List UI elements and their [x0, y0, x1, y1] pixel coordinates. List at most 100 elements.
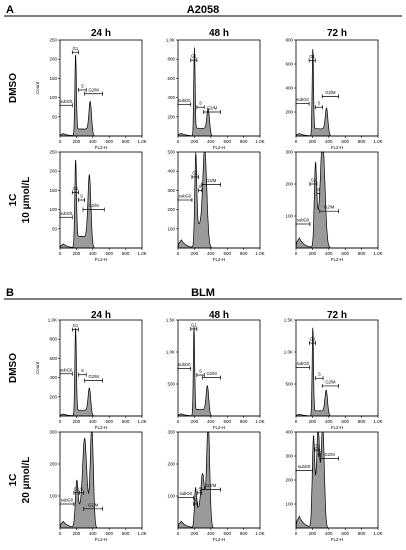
- y-tick-label: 800: [167, 57, 175, 62]
- column-header: 72 h: [327, 310, 347, 321]
- gate-g2m: G2/M: [203, 106, 221, 114]
- y-tick-label: 200: [167, 114, 175, 119]
- gate-label: G2/M: [207, 106, 218, 111]
- x-tick-label: 0: [295, 531, 298, 536]
- gate-label: subG0: [178, 98, 191, 103]
- plot-frame: [59, 151, 143, 249]
- x-tick-label: 1.0K: [137, 139, 146, 144]
- gate-label: S: [318, 372, 321, 377]
- gate-label: subG0: [297, 218, 310, 223]
- x-tick-label: 400: [207, 531, 215, 536]
- gate-g2m: G2/M: [84, 374, 103, 383]
- x-tick-label: 600: [223, 419, 231, 424]
- x-tick-label: 1.0K: [137, 419, 146, 424]
- column-header: 24 h: [91, 28, 111, 39]
- gate-label: G1: [191, 54, 197, 59]
- y-tick-label: 200: [167, 207, 175, 212]
- x-tick-label: 200: [73, 139, 81, 144]
- gate-s: S: [314, 101, 323, 110]
- gate-label: subG0: [178, 362, 191, 367]
- x-tick-label: 600: [341, 251, 349, 256]
- panel-b: B BLM 24 h 48 h 72 h DMSO 1C 20 μmol/L: [4, 287, 402, 503]
- y-tick-label: 200: [167, 462, 175, 467]
- y-tick-label: 400: [285, 430, 293, 435]
- gate-g2m: G2/M: [201, 178, 221, 187]
- gate-label: subG0: [60, 367, 73, 372]
- x-tick-label: 200: [73, 251, 81, 256]
- x-tick-label: 400: [207, 251, 215, 256]
- gate-label: G1: [309, 54, 315, 59]
- x-tick-label: 1.0K: [373, 139, 382, 144]
- y-tick-label: 100: [167, 226, 175, 231]
- plot-frame: [177, 319, 261, 417]
- gate-label: G1: [310, 337, 316, 342]
- x-axis-label: FL2-H: [331, 257, 344, 262]
- x-axis-label: FL2-H: [95, 145, 108, 150]
- gate-subg0: subG0: [295, 218, 311, 226]
- x-tick-label: 0: [59, 531, 62, 536]
- y-tick-label: 300: [285, 454, 293, 459]
- gate-label: G1: [73, 46, 79, 51]
- x-tick-label: 0: [295, 419, 298, 424]
- y-tick-label: 200: [49, 169, 57, 174]
- y-tick-label: 250: [49, 150, 57, 155]
- x-tick-label: 1.0K: [255, 251, 264, 256]
- x-axis-label: FL2-H: [213, 145, 226, 150]
- gate-label: G2/M: [324, 205, 335, 210]
- gate-g1: G1: [314, 444, 320, 452]
- gate-label: S: [80, 486, 83, 491]
- x-tick-label: 800: [122, 251, 130, 256]
- x-tick-label: 600: [105, 419, 113, 424]
- x-tick-label: 400: [207, 139, 215, 144]
- gate-label: S: [81, 83, 84, 88]
- gate-label: S: [199, 184, 202, 189]
- gate-s: S: [196, 369, 205, 378]
- x-tick-label: 800: [240, 531, 248, 536]
- x-tick-label: 1.0K: [255, 419, 264, 424]
- x-tick-label: 200: [191, 139, 199, 144]
- gate-subg0: subG0: [177, 362, 191, 371]
- x-tick-label: 600: [105, 251, 113, 256]
- y-tick-label: 800: [285, 38, 293, 43]
- gate-label: S: [80, 194, 83, 199]
- x-tick-label: 600: [223, 531, 231, 536]
- histogram-area: [295, 431, 378, 529]
- x-tick-label: 1.0K: [373, 251, 382, 256]
- x-axis-label: FL2-H: [95, 257, 108, 262]
- y-tick-label: 1.5K: [284, 318, 293, 323]
- y-tick-label: 1.0K: [166, 350, 175, 355]
- y-tick-label: 1.0K: [166, 38, 175, 43]
- x-tick-label: 800: [122, 419, 130, 424]
- histogram-plot-b-2-3: 100 200 300 400 0 200 400 600 800 1.0K FL2-H G1Ssub…: [285, 430, 382, 543]
- x-tick-label: 0: [59, 139, 62, 144]
- y-tick-label: 800: [49, 337, 57, 342]
- y-tick-label: 150: [49, 76, 57, 81]
- x-tick-label: 200: [309, 139, 317, 144]
- gate-g2m: G2/M: [82, 203, 105, 212]
- x-tick-label: 400: [89, 251, 97, 256]
- histogram-area: [295, 49, 378, 137]
- x-tick-label: 0: [177, 251, 180, 256]
- gate-g1: G1: [71, 186, 79, 195]
- x-tick-label: 400: [325, 531, 333, 536]
- gate-label: S: [318, 101, 321, 106]
- gate-label: G2/M: [88, 374, 99, 379]
- histogram-plot-b-1-1: 200 400 600 800 1.0K 0 200 400 600 800 1.0K FL2-H Co…: [35, 318, 147, 431]
- gate-g1: G1: [193, 498, 199, 506]
- gate-s: S: [197, 486, 203, 495]
- x-axis-label: FL2-H: [331, 537, 344, 542]
- gate-subg0: subG0: [177, 98, 191, 107]
- x-axis-label: FL2-H: [213, 257, 226, 262]
- gate-label: subG0: [60, 211, 73, 216]
- gate-label: G1: [314, 444, 320, 449]
- gate-label: G2/M: [88, 203, 99, 208]
- y-tick-label: 100: [49, 207, 57, 212]
- x-tick-label: 400: [207, 419, 215, 424]
- y-tick-label: 100: [49, 95, 57, 100]
- y-tick-label: 500: [285, 382, 293, 387]
- y-tick-label: 200: [285, 110, 293, 115]
- gate-label: G1: [193, 498, 199, 503]
- gate-label: S: [198, 486, 201, 491]
